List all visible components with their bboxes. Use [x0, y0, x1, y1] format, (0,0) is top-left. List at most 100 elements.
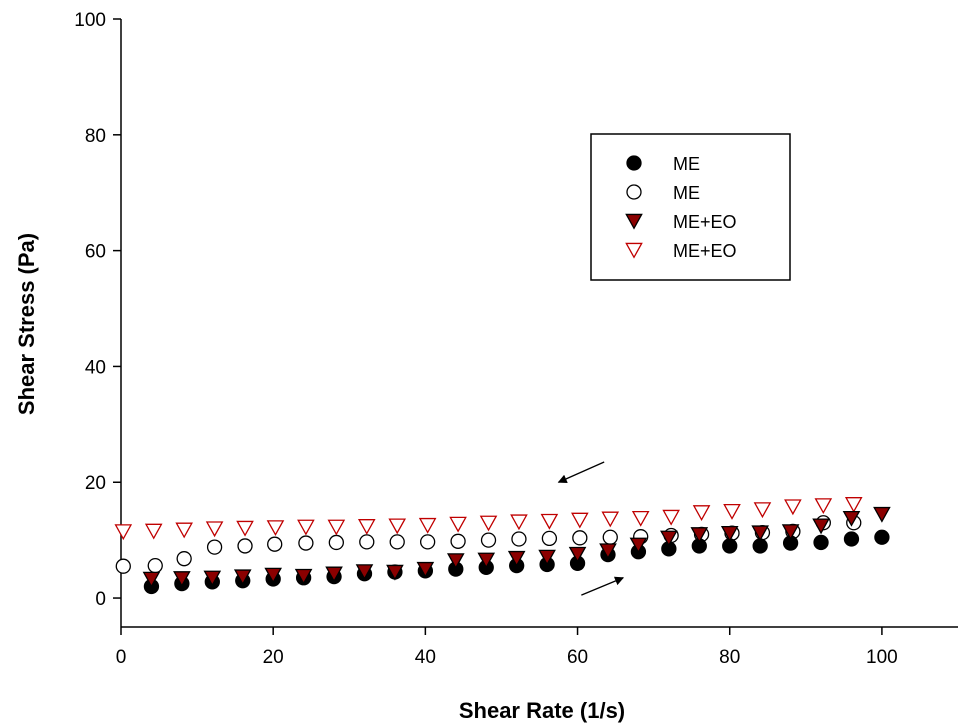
- data-point: [114, 524, 133, 541]
- data-point: [692, 505, 711, 522]
- data-point: [751, 525, 769, 542]
- data-point: [264, 567, 282, 584]
- data-point: [142, 571, 161, 588]
- data-point: [233, 569, 252, 586]
- legend-entry: ME+EO: [625, 241, 737, 261]
- data-point: [781, 524, 800, 541]
- legend-marker: [626, 155, 642, 171]
- data-point: [205, 521, 224, 538]
- y-tick-label: 0: [95, 589, 106, 610]
- data-point: [173, 571, 191, 588]
- data-point: [147, 557, 163, 574]
- legend-entry: ME: [626, 154, 700, 174]
- x-tick-label: 20: [263, 647, 284, 668]
- data-point: [236, 520, 254, 537]
- data-point: [507, 550, 526, 567]
- y-tick-label: 80: [85, 126, 106, 147]
- x-tick-label: 100: [866, 647, 898, 668]
- data-point: [629, 537, 648, 554]
- data-point: [176, 551, 192, 567]
- data-point: [115, 558, 131, 574]
- data-point: [813, 534, 829, 551]
- data-point: [540, 513, 559, 530]
- data-point: [480, 532, 497, 548]
- y-tick-label: 20: [85, 473, 106, 494]
- legend-marker: [625, 213, 643, 230]
- data-point: [359, 534, 375, 550]
- data-point: [753, 502, 772, 519]
- data-point: [477, 552, 496, 569]
- series-2: [142, 506, 891, 588]
- annotation-arrow: [557, 461, 605, 484]
- data-point: [386, 564, 404, 581]
- legend-entry: ME: [626, 183, 700, 203]
- data-point: [357, 519, 376, 535]
- annotations: [557, 461, 625, 596]
- y-axis-title: Shear Stress (Pa): [14, 233, 39, 415]
- legend: ME ME ME+EO ME+EO: [590, 133, 791, 281]
- data-point: [294, 568, 313, 585]
- axes: [120, 19, 958, 628]
- data-point: [389, 534, 405, 550]
- data-point: [355, 564, 374, 581]
- legend-marker: [626, 184, 642, 200]
- data-point: [388, 518, 407, 535]
- data-point: [601, 511, 620, 528]
- data-point: [511, 531, 527, 547]
- annotation-arrow: [581, 576, 625, 596]
- data-point: [660, 530, 678, 547]
- legend-label: ME+EO: [673, 212, 737, 232]
- data-point: [449, 516, 467, 533]
- legend-label: ME: [673, 183, 700, 203]
- data-point: [602, 529, 618, 545]
- data-point: [416, 561, 435, 578]
- data-point: [538, 549, 556, 566]
- data-point: [873, 506, 891, 523]
- legend-label: ME+EO: [673, 241, 737, 261]
- data-point: [446, 553, 465, 570]
- data-point: [690, 527, 709, 544]
- data-point: [479, 515, 498, 532]
- data-points: [114, 497, 891, 595]
- data-point: [327, 519, 346, 536]
- y-tick-label: 60: [85, 242, 106, 263]
- data-point: [450, 533, 466, 549]
- data-point: [662, 509, 680, 526]
- data-point: [297, 519, 315, 536]
- data-point: [571, 512, 589, 529]
- legend-label: ME: [673, 154, 700, 174]
- data-point: [298, 535, 314, 551]
- data-point: [328, 534, 344, 551]
- data-point: [814, 498, 833, 515]
- data-point: [568, 546, 587, 563]
- data-point: [631, 510, 650, 527]
- data-point: [843, 531, 860, 547]
- data-point: [237, 538, 253, 554]
- legend-box: [590, 133, 791, 281]
- x-tick-label: 40: [415, 647, 436, 668]
- data-point: [812, 518, 830, 535]
- data-point: [720, 525, 739, 542]
- y-tick-label: 40: [85, 357, 106, 378]
- legend-marker: [625, 242, 643, 259]
- x-tick-label: 0: [116, 647, 127, 668]
- data-point: [206, 539, 223, 555]
- data-point: [325, 566, 343, 583]
- data-point: [418, 517, 437, 534]
- y-tick-label: 100: [74, 10, 106, 31]
- data-point: [572, 530, 588, 546]
- data-point: [844, 497, 863, 513]
- data-point: [874, 529, 890, 545]
- legend-entry: ME+EO: [625, 212, 737, 232]
- data-point: [723, 503, 741, 520]
- axis-ticks: 0 20 40 60 80 100 0 20 40 60 80 100: [74, 10, 897, 668]
- data-point: [266, 520, 285, 537]
- x-tick-label: 60: [567, 647, 588, 668]
- data-point: [175, 522, 193, 539]
- data-point: [784, 499, 802, 516]
- data-point: [842, 510, 861, 527]
- data-point: [419, 534, 436, 550]
- data-point: [203, 570, 222, 587]
- x-tick-label: 80: [719, 647, 740, 668]
